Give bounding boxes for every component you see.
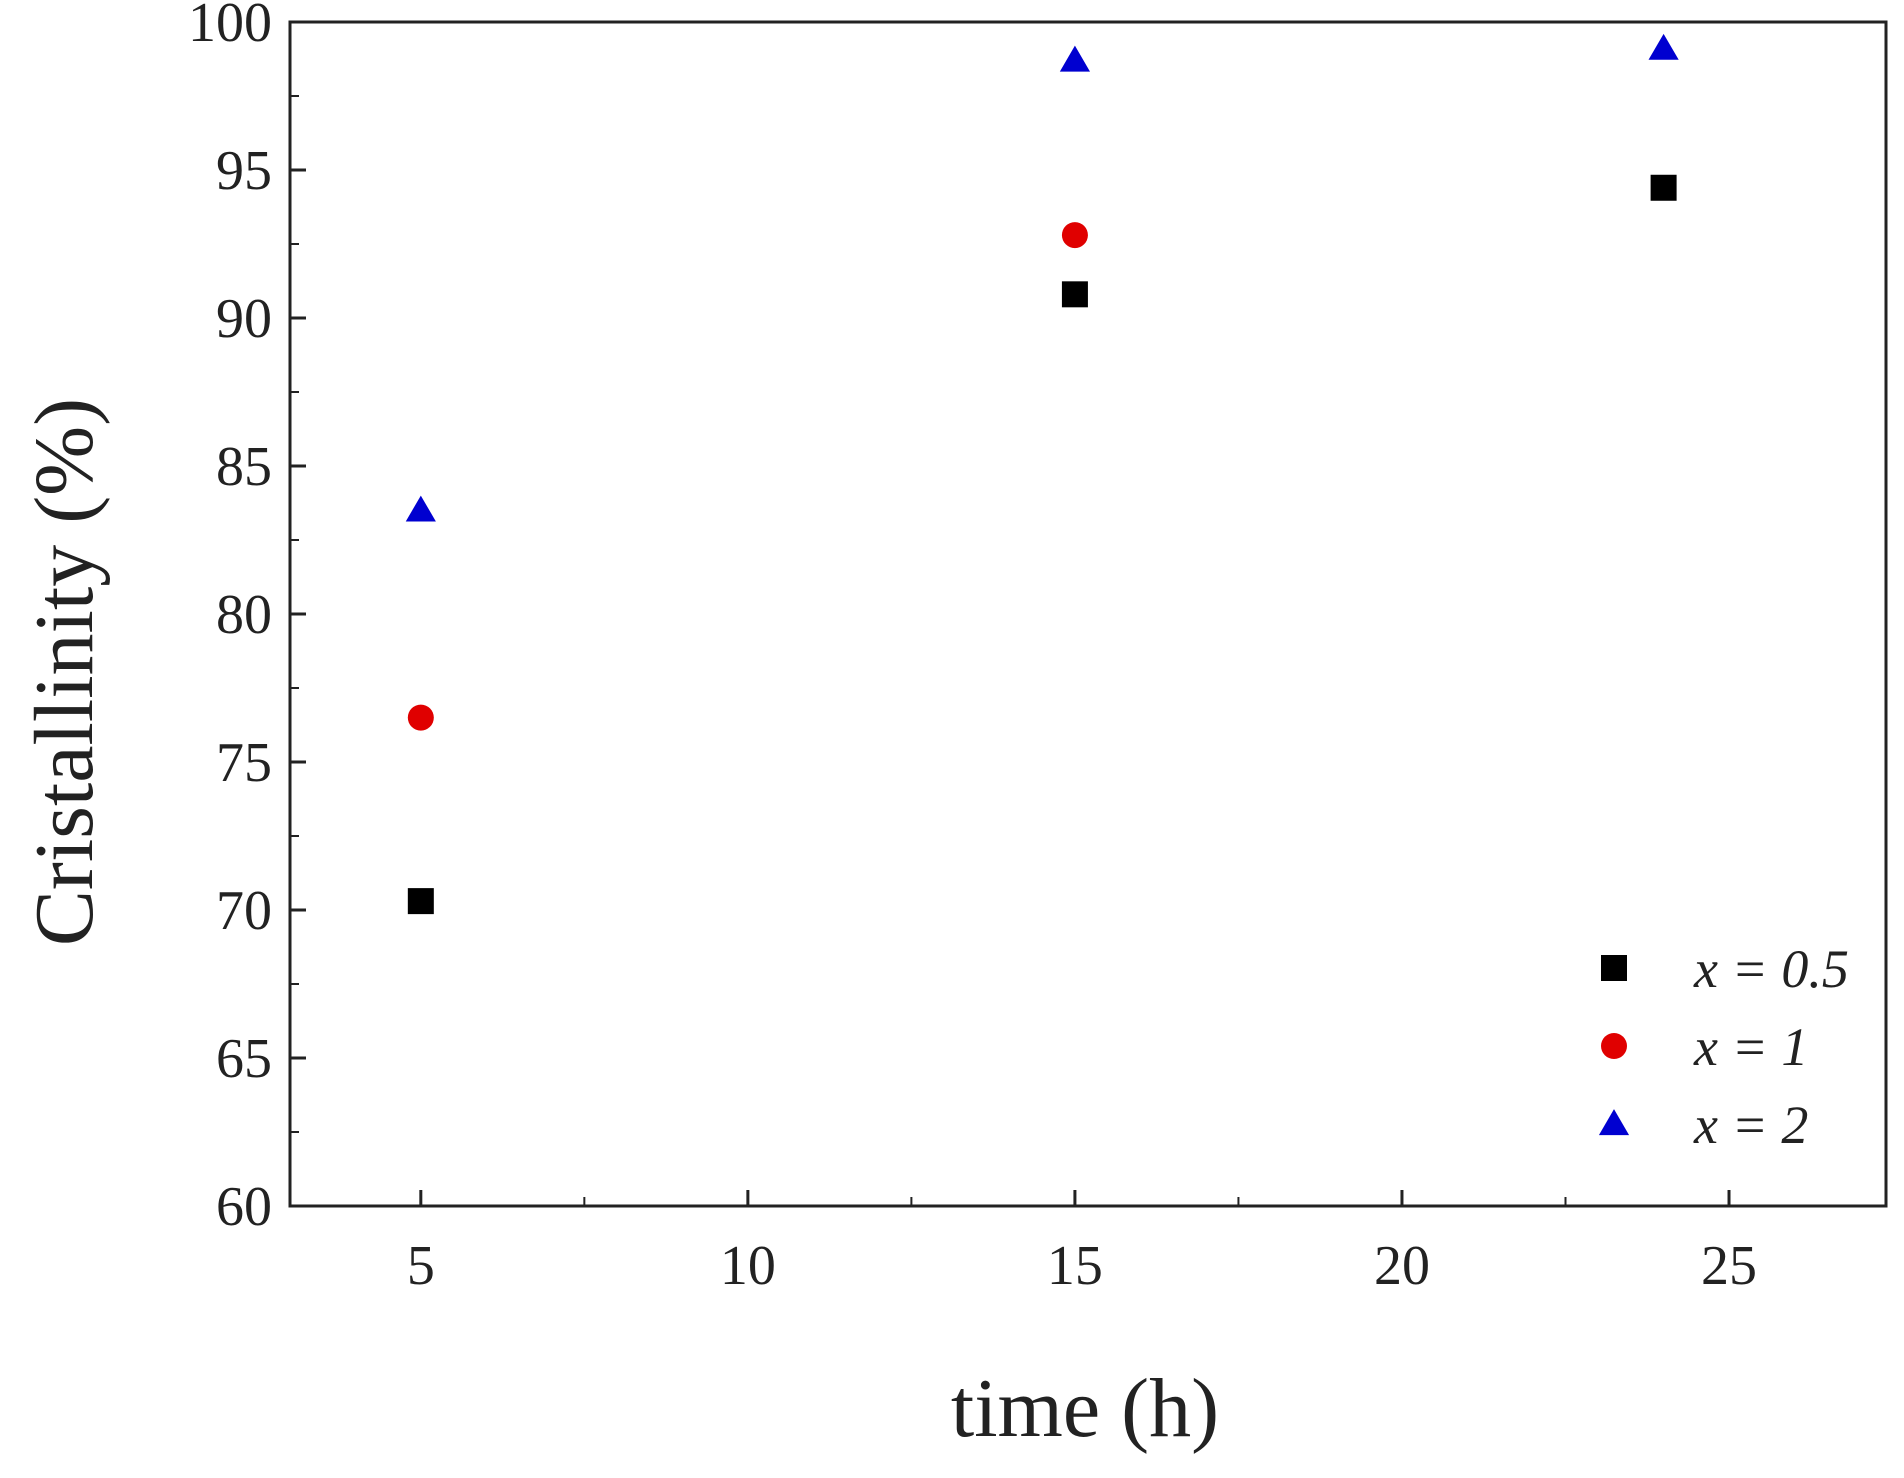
legend-marker-triangle <box>1598 1109 1630 1136</box>
x-tick-label: 25 <box>1701 1235 1757 1297</box>
data-point-circle <box>1061 222 1088 249</box>
x-axis-title: time (h) <box>951 1362 1219 1455</box>
y-axis-title: Cristallinity (%) <box>18 398 111 946</box>
data-point-square <box>1650 174 1677 201</box>
y-tick-label: 65 <box>216 1028 272 1090</box>
x-tick-label: 10 <box>720 1235 776 1297</box>
y-tick-label: 80 <box>216 584 272 646</box>
y-axis-ticks: 60 65 70 75 80 85 90 95 100 <box>188 0 306 1238</box>
data-point-triangle <box>405 495 436 522</box>
data-point-circle <box>407 704 434 731</box>
legend-label: x = 2 <box>1693 1095 1808 1155</box>
legend-marker-circle <box>1601 1033 1627 1059</box>
data-point-square <box>1061 281 1088 308</box>
y-tick-label: 60 <box>216 1176 272 1238</box>
x-tick-label: 15 <box>1047 1235 1103 1297</box>
y-tick-label: 85 <box>216 436 272 498</box>
data-point-square <box>407 888 434 915</box>
legend-label: x = 0.5 <box>1693 939 1849 999</box>
data-point-triangle <box>1059 45 1090 72</box>
x-axis-ticks: 5 10 15 20 25 <box>407 1190 1757 1297</box>
y-tick-label: 75 <box>216 732 272 794</box>
legend: x = 0.5 x = 1 x = 2 <box>1598 939 1849 1155</box>
y-tick-label: 100 <box>188 0 272 54</box>
y-tick-label: 95 <box>216 140 272 202</box>
x-tick-label: 20 <box>1374 1235 1430 1297</box>
legend-marker-square <box>1601 955 1627 981</box>
legend-label: x = 1 <box>1693 1017 1808 1077</box>
y-tick-label: 70 <box>216 880 272 942</box>
data-points <box>405 33 1679 915</box>
data-point-triangle <box>1648 33 1679 60</box>
x-tick-label: 5 <box>407 1235 435 1297</box>
y-tick-label: 90 <box>216 288 272 350</box>
plot-frame <box>288 20 1888 1208</box>
